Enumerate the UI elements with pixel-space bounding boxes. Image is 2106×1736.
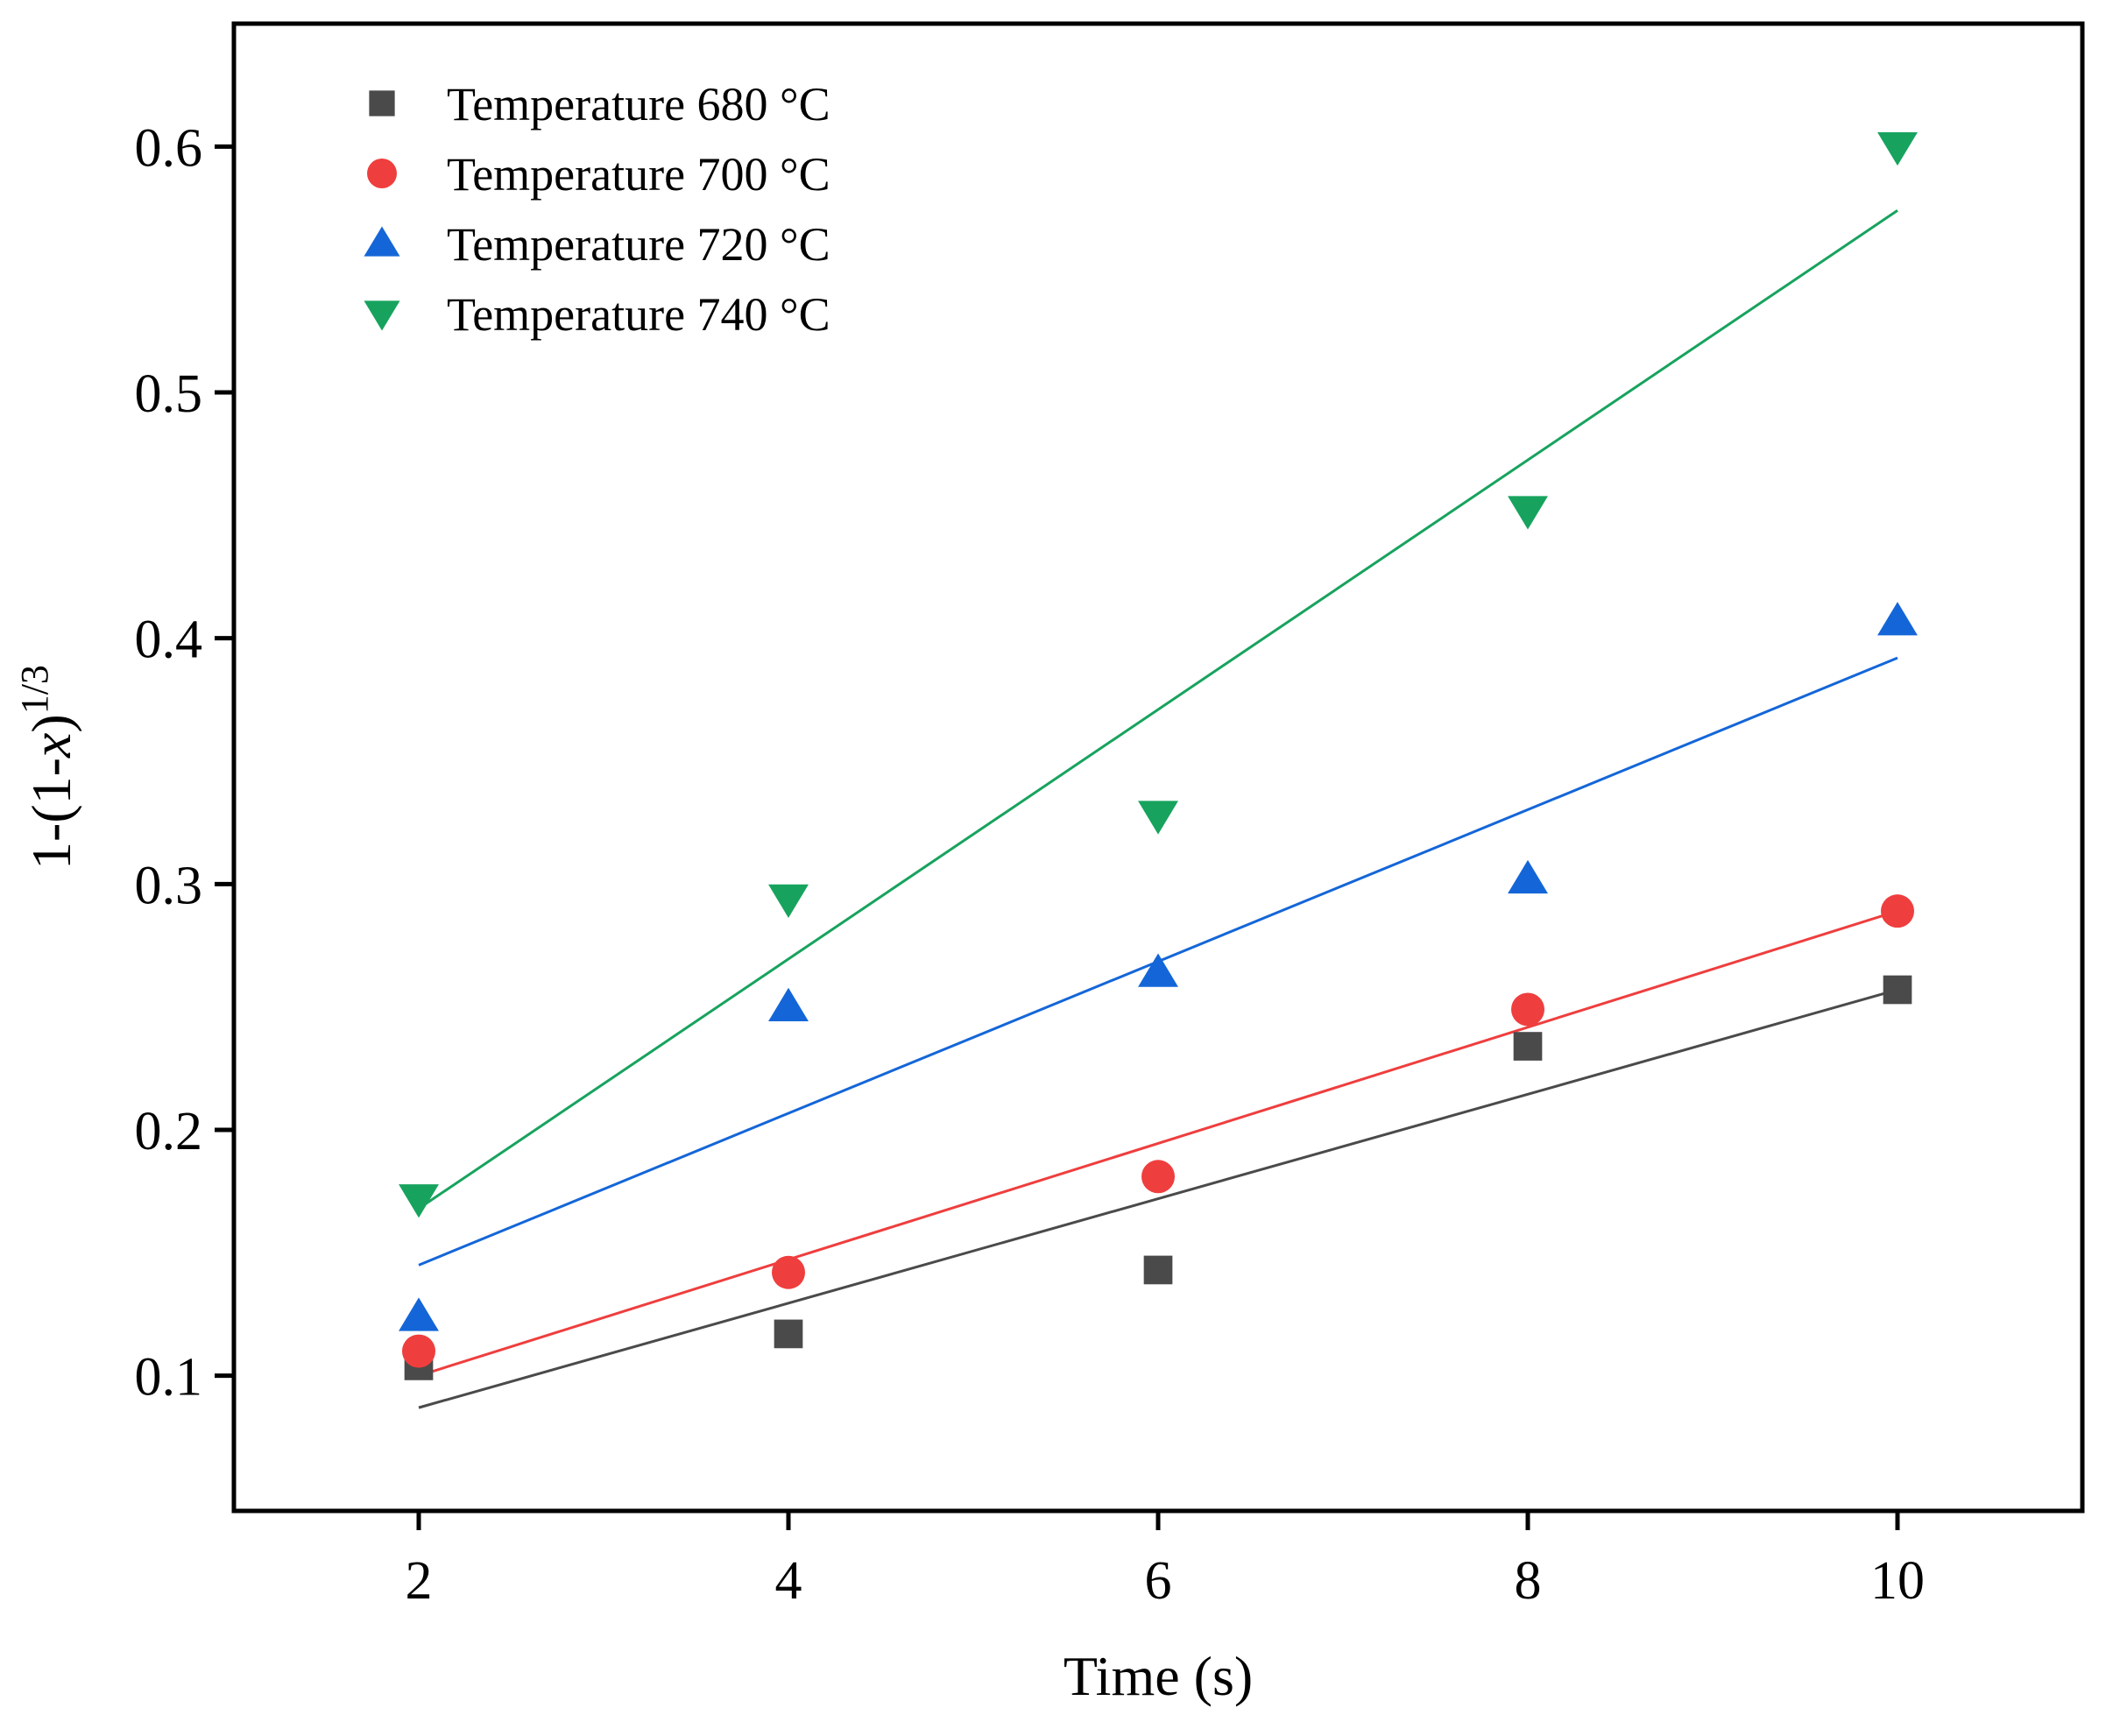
data-point-2-3 [1508, 859, 1548, 894]
data-point-3-2 [1138, 801, 1178, 835]
x-tick-label: 10 [1870, 1551, 1925, 1611]
data-point-1-2 [1141, 1160, 1175, 1194]
y-axis: 0.1 0.2 0.3 0.4 0.5 0.6 [135, 118, 234, 1408]
data-point-2-1 [768, 987, 809, 1022]
legend-label-3: Temperature 740 °C [447, 288, 830, 341]
data-point-1-0 [402, 1334, 435, 1368]
x-tick-label: 4 [775, 1551, 802, 1611]
y-axis-title-exponent: 1/3 [13, 665, 56, 714]
legend-label-0: Temperature 680 °C [447, 78, 830, 131]
data-point-2-4 [1877, 602, 1918, 636]
y-tick-label: 0.5 [135, 364, 203, 424]
y-tick-label: 0.4 [135, 610, 203, 670]
fit-line-0 [418, 988, 1898, 1409]
data-point-2-0 [399, 1297, 439, 1331]
y-tick-label: 0.3 [135, 856, 203, 915]
legend-label-1: Temperature 700 °C [447, 148, 830, 201]
data-point-3-3 [1508, 496, 1548, 530]
legend-label-2: Temperature 720 °C [447, 218, 830, 271]
y-axis-title: 1-(1-x)1/3 [13, 665, 82, 870]
data-point-3-4 [1877, 131, 1918, 166]
y-axis-title-suffix: ) [20, 714, 82, 732]
data-point-2-2 [1138, 953, 1178, 987]
x-tick-label: 8 [1515, 1551, 1542, 1611]
data-point-0-3 [1513, 1032, 1543, 1061]
legend: Temperature 680 °C Temperature 700 °C Temp… [364, 78, 830, 341]
y-axis-title-variable: x [20, 733, 82, 759]
y-tick-label: 0.1 [135, 1348, 203, 1408]
data-point-0-1 [774, 1319, 803, 1349]
y-tick-label: 0.2 [135, 1102, 203, 1161]
legend-marker-0 [369, 90, 395, 116]
data-point-1-4 [1881, 894, 1914, 928]
data-point-0-4 [1883, 975, 1912, 1005]
data-point-3-1 [768, 884, 809, 919]
data-point-3-0 [399, 1184, 439, 1218]
fit-line-3 [418, 209, 1898, 1210]
x-axis-title: Time (s) [1064, 1645, 1253, 1707]
y-tick-label: 0.6 [135, 118, 203, 178]
y-axis-title-prefix: 1-(1- [20, 758, 82, 870]
legend-marker-2 [364, 226, 400, 257]
x-tick-label: 2 [406, 1551, 433, 1611]
data-point-1-1 [772, 1255, 805, 1289]
legend-marker-1 [367, 159, 397, 188]
fit-line-1 [418, 909, 1898, 1378]
data-points [399, 131, 1918, 1380]
x-axis: 2 4 6 8 10 [406, 1511, 1925, 1611]
legend-marker-3 [364, 300, 400, 331]
data-point-0-2 [1143, 1255, 1173, 1285]
x-tick-label: 6 [1145, 1551, 1172, 1611]
data-point-1-3 [1511, 992, 1544, 1027]
